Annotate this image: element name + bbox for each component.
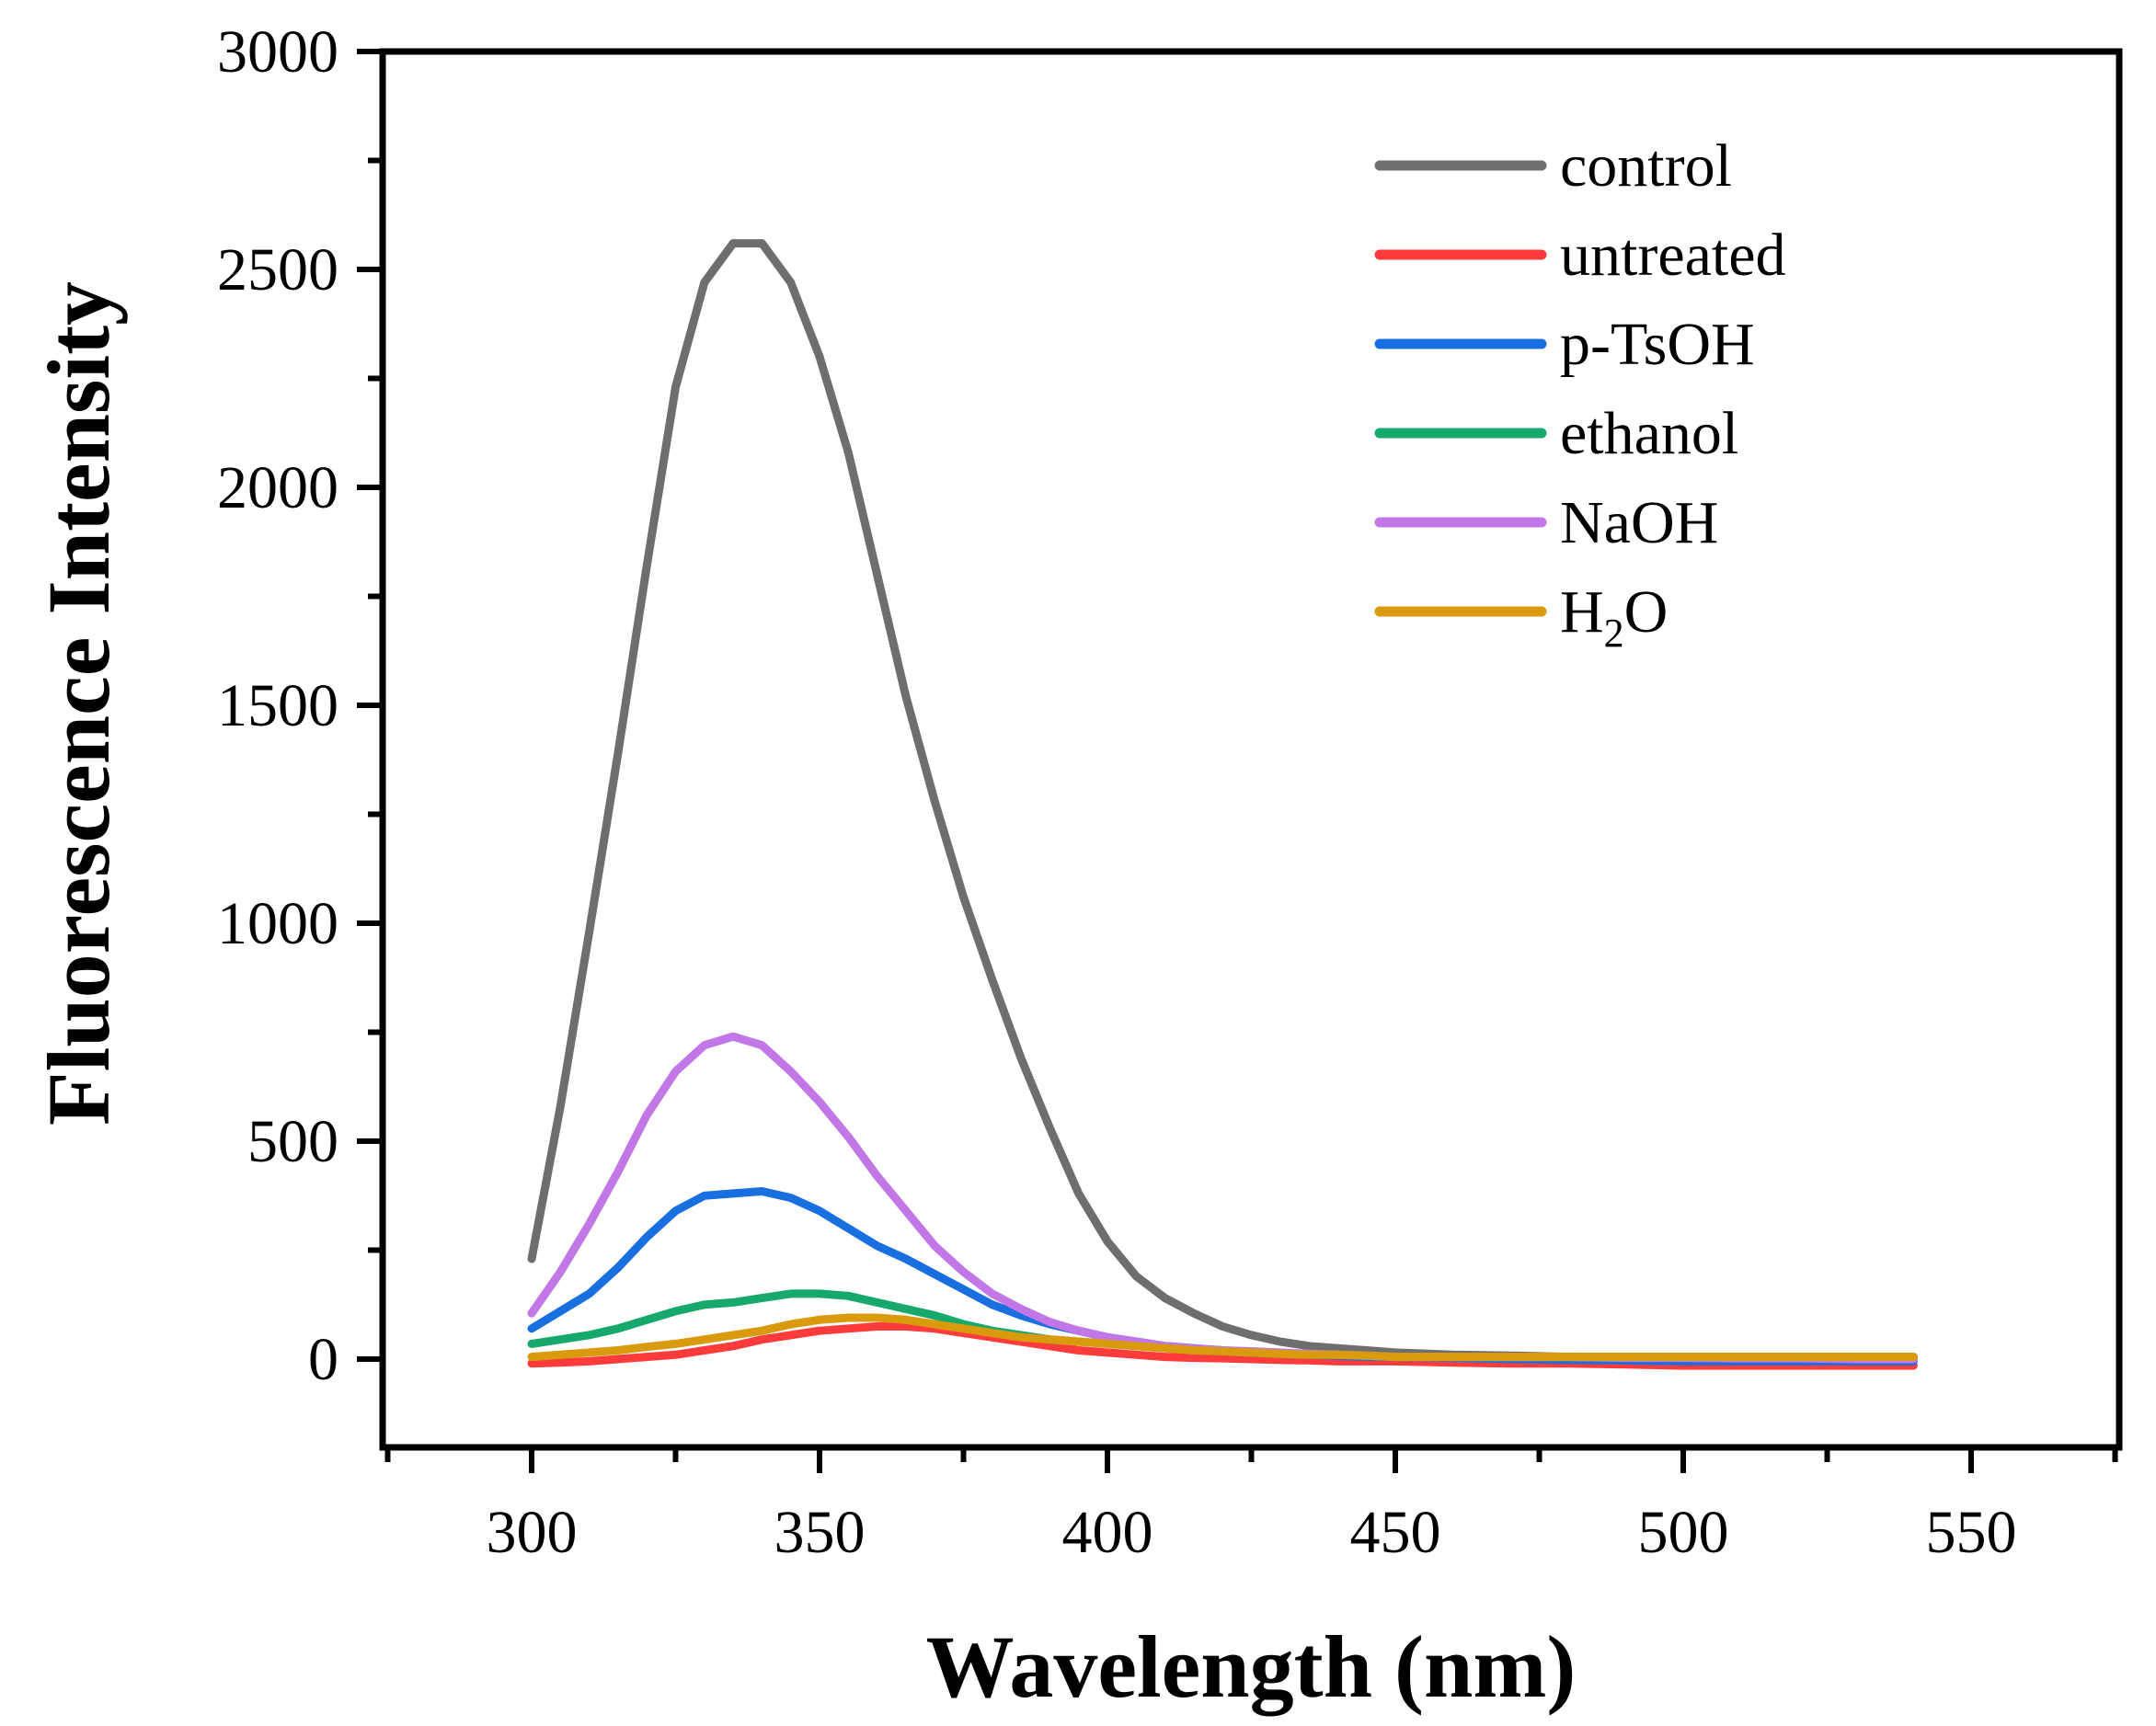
- series-line-5: [527, 1313, 1918, 1362]
- x-tick-label-1: 350: [774, 1499, 866, 1566]
- legend-label-2: p-TsOH: [1560, 311, 1755, 378]
- x-tick-label-3: 450: [1350, 1499, 1441, 1566]
- legend: control untreated p-TsOH ethanol NaOH H2O: [1374, 132, 1786, 656]
- legend-label-1: untreated: [1560, 222, 1786, 289]
- x-tick-label-5: 550: [1926, 1499, 2017, 1566]
- x-tick-labels: 300 350 400 450 500 550: [487, 1499, 2017, 1566]
- y-axis-title: Fluorescence Intensity: [29, 281, 128, 1126]
- y-tick-label-6: 3000: [217, 18, 338, 86]
- y-tick-label-5: 2500: [217, 236, 338, 303]
- legend-label-3: ethanol: [1560, 400, 1738, 467]
- series-line-4: [527, 1032, 1918, 1364]
- y-tick-label-3: 1500: [217, 672, 338, 739]
- x-tick-label-4: 500: [1638, 1499, 1729, 1566]
- plot-lines: [527, 239, 1918, 1370]
- x-tick-label-2: 400: [1062, 1499, 1153, 1566]
- y-tick-label-4: 2000: [217, 454, 338, 521]
- legend-label-5: H2O: [1560, 578, 1668, 656]
- y-tick-labels: 0 500 1000 1500 2000 2500 3000: [217, 18, 338, 1393]
- axis-ticks: [357, 49, 2118, 1473]
- legend-label-4: NaOH: [1560, 489, 1718, 556]
- x-tick-label-0: 300: [487, 1499, 578, 1566]
- y-tick-label-0: 0: [308, 1326, 338, 1393]
- x-axis-title: Wavelength (nm): [926, 1617, 1577, 1716]
- y-tick-label-1: 500: [247, 1108, 338, 1175]
- legend-label-0: control: [1560, 132, 1732, 200]
- y-tick-label-2: 1000: [217, 890, 338, 957]
